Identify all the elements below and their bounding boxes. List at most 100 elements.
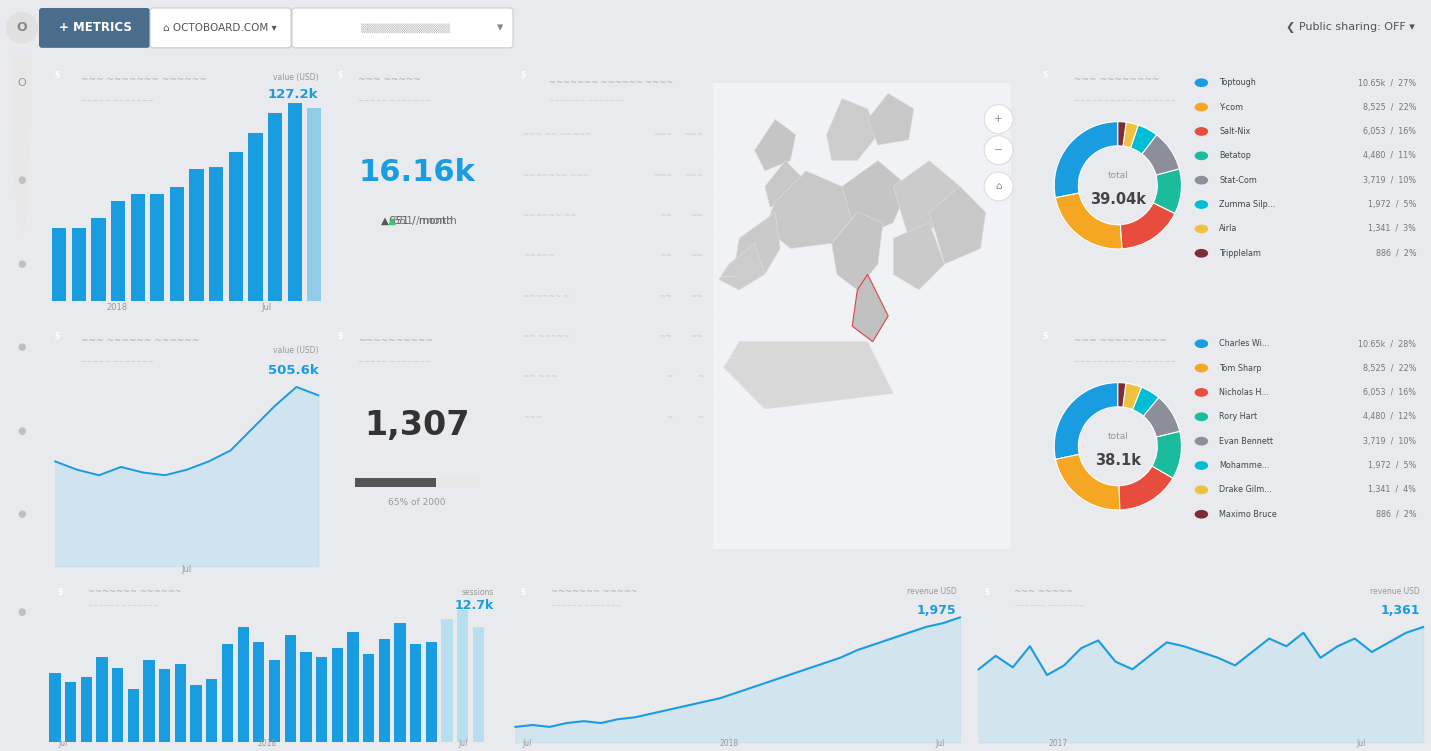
Text: ▲: ▲ — [388, 216, 396, 226]
Text: ~~~ ~~~~~: ~~~ ~~~~~ — [358, 75, 421, 84]
Bar — [285, 635, 296, 742]
Bar — [189, 170, 203, 301]
Text: ~~~~~ ~~~~~~~: ~~~~~ ~~~~~~~ — [358, 359, 431, 365]
Text: 505.6k: 505.6k — [268, 363, 318, 376]
Text: ●: ● — [17, 342, 26, 352]
Text: ~~~~~~~ ~~~~~: ~~~~~~~ ~~~~~ — [551, 587, 638, 596]
Text: ~~~~~: ~~~~~ — [524, 252, 555, 261]
Text: ~~ ~~~~~: ~~ ~~~~~ — [524, 332, 571, 341]
Text: 2018: 2018 — [258, 739, 276, 748]
Bar — [332, 648, 343, 742]
Text: ~~~ ~~~~~: ~~~ ~~~~~ — [1015, 587, 1073, 596]
Text: 127.2k: 127.2k — [268, 88, 318, 101]
Text: ~~~: ~~~ — [654, 170, 673, 179]
Text: 8,525  /  22%: 8,525 / 22% — [1362, 363, 1417, 372]
Bar — [170, 186, 185, 301]
Text: 1,361: 1,361 — [1381, 604, 1420, 617]
Circle shape — [1195, 176, 1208, 185]
Bar — [238, 626, 249, 742]
Bar — [64, 682, 76, 742]
Text: ~~~: ~~~ — [684, 170, 703, 179]
Bar — [441, 619, 452, 742]
Bar — [288, 104, 302, 301]
Text: ~: ~ — [665, 372, 673, 382]
Text: 2017: 2017 — [1047, 739, 1068, 748]
Text: Drake Gilm...: Drake Gilm... — [1219, 485, 1272, 494]
Text: ~: ~ — [697, 413, 703, 422]
Bar — [159, 669, 170, 742]
Text: ~~~~~~ ~~: ~~~~~~ ~~ — [524, 211, 577, 220]
Text: ▲651 / month: ▲651 / month — [381, 216, 454, 226]
Bar — [127, 689, 139, 742]
Circle shape — [1195, 363, 1208, 372]
Text: revenue USD: revenue USD — [1369, 587, 1420, 596]
Bar — [409, 644, 421, 742]
Text: 10.65k  /  27%: 10.65k / 27% — [1358, 78, 1417, 87]
Text: Betatop: Betatop — [1219, 151, 1251, 160]
Polygon shape — [929, 186, 986, 264]
Text: ~~~: ~~~ — [684, 130, 703, 139]
Polygon shape — [724, 342, 893, 409]
Text: −: − — [995, 145, 1003, 155]
Polygon shape — [827, 98, 877, 161]
Circle shape — [1195, 78, 1208, 87]
Text: O: O — [17, 22, 27, 35]
Text: + METRICS: + METRICS — [59, 22, 132, 35]
Polygon shape — [718, 243, 764, 290]
Text: ●: ● — [17, 258, 26, 269]
Bar — [379, 639, 389, 742]
FancyBboxPatch shape — [355, 478, 479, 487]
Bar — [301, 652, 312, 742]
Text: ~~: ~~ — [660, 211, 673, 220]
Text: ~~~~~ ~~~~~~~: ~~~~~ ~~~~~~~ — [80, 98, 153, 104]
Text: Toptough: Toptough — [1219, 78, 1256, 87]
Bar — [96, 656, 107, 742]
Polygon shape — [764, 171, 857, 249]
Bar — [72, 228, 86, 301]
Text: 1,972  /  5%: 1,972 / 5% — [1368, 200, 1417, 209]
Text: ~~: ~~ — [691, 252, 703, 261]
Circle shape — [1195, 412, 1208, 421]
Bar — [316, 656, 328, 742]
Bar — [130, 194, 145, 301]
Bar — [143, 660, 155, 742]
Circle shape — [6, 12, 39, 44]
Text: 6,053  /  16%: 6,053 / 16% — [1364, 127, 1417, 136]
Polygon shape — [893, 222, 944, 290]
Text: ⌂: ⌂ — [996, 182, 1002, 192]
Text: ❮ Public sharing: OFF ▾: ❮ Public sharing: OFF ▾ — [1285, 23, 1414, 33]
Circle shape — [985, 172, 1013, 201]
Text: Stat-Com: Stat-Com — [1219, 176, 1258, 185]
Text: ~~~~~~ ~~~~~~~: ~~~~~~ ~~~~~~~ — [89, 602, 159, 608]
Text: ~: ~ — [665, 413, 673, 422]
Text: Zumma Silp...: Zumma Silp... — [1219, 200, 1275, 209]
Text: ▒▒▒▒▒▒▒▒▒▒▒▒: ▒▒▒▒▒▒▒▒▒▒▒▒ — [361, 23, 449, 33]
Text: value (USD): value (USD) — [273, 345, 318, 354]
Text: 886  /  2%: 886 / 2% — [1375, 249, 1417, 258]
Text: ~~ ~~~: ~~ ~~~ — [524, 372, 558, 382]
Text: Jul: Jul — [182, 566, 192, 575]
Text: Y-com: Y-com — [1219, 103, 1244, 112]
Circle shape — [1195, 461, 1208, 470]
Text: 4,480  /  11%: 4,480 / 11% — [1364, 151, 1417, 160]
Text: 6,053  /  16%: 6,053 / 16% — [1364, 388, 1417, 397]
Polygon shape — [764, 161, 801, 207]
Bar — [80, 677, 92, 742]
Bar — [456, 611, 468, 742]
Text: ~~~~~ ~~~~~~~: ~~~~~ ~~~~~~~ — [80, 359, 153, 365]
Text: 2018: 2018 — [106, 303, 127, 312]
Text: 8,525  /  22%: 8,525 / 22% — [1362, 103, 1417, 112]
Bar — [348, 632, 359, 742]
Text: ~~~~~~~ ~~~: ~~~~~~~ ~~~ — [524, 170, 590, 179]
Bar — [190, 686, 202, 742]
Polygon shape — [867, 93, 914, 145]
Text: sessions: sessions — [462, 588, 494, 597]
Circle shape — [985, 104, 1013, 134]
Text: ~~~~~~~~~~ ~~~~~~~: ~~~~~~~~~~ ~~~~~~~ — [1075, 98, 1176, 104]
Text: ~~~~~~~ ~~~~~~: ~~~~~~~ ~~~~~~ — [89, 587, 182, 596]
Text: Jul: Jul — [262, 303, 272, 312]
Text: ~~: ~~ — [660, 332, 673, 341]
Text: 1,341  /  3%: 1,341 / 3% — [1368, 225, 1417, 234]
Circle shape — [11, 0, 31, 236]
Circle shape — [1195, 127, 1208, 136]
